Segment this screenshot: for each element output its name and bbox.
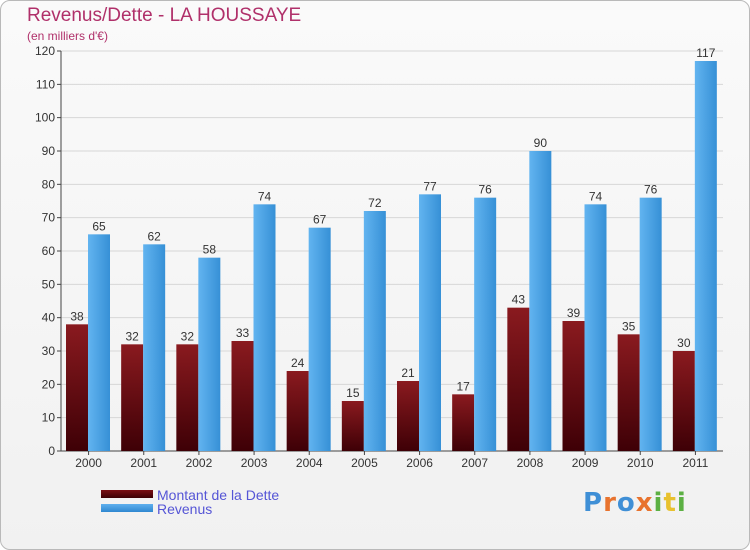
- bar-debt-2005: [341, 401, 364, 451]
- y-tick-label-90: 90: [42, 144, 56, 158]
- bar-revenue-2009: [584, 204, 607, 451]
- value-label-revenue-2005: 72: [368, 196, 382, 210]
- y-tick-label-30: 30: [42, 344, 56, 358]
- bar-debt-2008: [507, 307, 530, 451]
- bar-debt-2010: [617, 334, 640, 451]
- x-tick-label-2000: 2000: [75, 456, 102, 470]
- x-tick-label-2006: 2006: [406, 456, 433, 470]
- y-tick-label-80: 80: [42, 177, 56, 191]
- bar-debt-2007: [452, 394, 475, 451]
- bar-revenue-2005: [363, 211, 386, 451]
- axes: 0 10 20 30 40 50 60 70 80 90 100 110 120 2000 2001 2002…: [35, 44, 723, 470]
- bar-debt-2006: [397, 381, 419, 451]
- value-label-debt-2003: 33: [236, 326, 250, 340]
- x-tick-label-2001: 2001: [130, 456, 157, 470]
- y-tick-label-100: 100: [35, 111, 55, 125]
- x-tick-label-2007: 2007: [461, 456, 488, 470]
- bars: [66, 61, 717, 452]
- value-label-revenue-2011: 117: [696, 46, 715, 60]
- value-label-revenue-2001: 62: [147, 229, 161, 243]
- x-tick-label-2002: 2002: [186, 456, 213, 470]
- value-label-revenue-2010: 76: [644, 183, 658, 197]
- logo-letter: r: [603, 488, 617, 518]
- value-label-revenue-2006: 77: [423, 179, 437, 193]
- logo-letter: P: [583, 488, 604, 518]
- value-label-revenue-2009: 74: [589, 189, 603, 203]
- value-label-debt-2008: 43: [512, 293, 526, 307]
- value-label-debt-2011: 30: [677, 336, 691, 350]
- value-label-debt-2007: 17: [456, 379, 470, 393]
- value-label-revenue-2008: 90: [534, 136, 548, 150]
- y-tick-label-70: 70: [42, 211, 56, 225]
- value-label-revenue-2007: 76: [478, 183, 492, 197]
- y-tick-label-10: 10: [42, 411, 56, 425]
- value-label-debt-2004: 24: [291, 356, 305, 370]
- logo-letter: t: [663, 488, 677, 518]
- legend-label-debt: Montant de la Dette: [157, 487, 280, 503]
- legend-swatch-revenue: [101, 504, 153, 512]
- bar-revenue-2003: [253, 204, 276, 451]
- proxiti-logo: Proxiti: [583, 488, 687, 518]
- logo-letter: i: [653, 488, 664, 518]
- bar-revenue-2004: [308, 227, 331, 451]
- value-label-revenue-2003: 74: [258, 189, 272, 203]
- bar-debt-2004: [286, 371, 309, 451]
- bar-revenue-2002: [198, 257, 221, 451]
- bar-debt-2000: [66, 324, 88, 451]
- y-tick-label-60: 60: [42, 244, 56, 258]
- bar-revenue-2011: [694, 61, 717, 451]
- y-tick-label-120: 120: [35, 44, 55, 58]
- value-label-revenue-2004: 67: [313, 213, 327, 227]
- legend-label-revenue: Revenus: [157, 501, 213, 517]
- bar-revenue-2007: [474, 197, 497, 451]
- x-tick-label-2011: 2011: [683, 456, 709, 470]
- y-tick-label-50: 50: [42, 277, 56, 291]
- bar-debt-2001: [121, 344, 144, 451]
- bar-debt-2011: [672, 351, 695, 451]
- value-label-debt-2000: 38: [70, 309, 84, 323]
- x-tick-label-2003: 2003: [241, 456, 268, 470]
- value-label-debt-2009: 39: [567, 306, 581, 320]
- value-label-debt-2001: 32: [125, 329, 139, 343]
- x-tick-label-2009: 2009: [572, 456, 599, 470]
- y-tick-label-110: 110: [36, 77, 55, 91]
- value-label-debt-2010: 35: [622, 319, 636, 333]
- x-tick-label-2005: 2005: [351, 456, 378, 470]
- x-tick-label-2010: 2010: [627, 456, 654, 470]
- gridlines: [61, 50, 723, 419]
- value-label-revenue-2002: 58: [203, 243, 217, 257]
- logo-letter: i: [676, 488, 687, 518]
- y-tick-label-40: 40: [42, 311, 56, 325]
- labels: 38 65 32 62 32 58 33 74 24 67 15 72 21 77 17 76 43 90 39 74…: [70, 46, 715, 400]
- y-tick-label-0: 0: [48, 444, 55, 458]
- value-label-debt-2006: 21: [401, 366, 415, 380]
- x-tick-label-2004: 2004: [296, 456, 323, 470]
- bar-revenue-2001: [143, 244, 166, 451]
- bar-debt-2002: [176, 344, 199, 451]
- bar-revenue-2006: [419, 194, 441, 452]
- legend-swatch-debt: [101, 490, 153, 498]
- chart-subtitle: (en milliers d'€): [27, 29, 108, 43]
- y-tick-label-20: 20: [42, 377, 56, 391]
- chart-title: Revenus/Dette - LA HOUSSAYE: [27, 5, 302, 26]
- logo-letter: o: [616, 488, 636, 518]
- bar-debt-2009: [562, 321, 585, 451]
- bar-debt-2003: [231, 341, 254, 451]
- logo-letter: x: [635, 488, 654, 518]
- bar-revenue-2008: [529, 151, 552, 451]
- value-label-revenue-2000: 65: [92, 219, 106, 233]
- value-label-debt-2002: 32: [181, 329, 195, 343]
- bar-revenue-2010: [639, 197, 662, 451]
- bar-revenue-2000: [88, 234, 110, 451]
- x-tick-label-2008: 2008: [517, 456, 544, 470]
- value-label-debt-2005: 15: [346, 386, 360, 400]
